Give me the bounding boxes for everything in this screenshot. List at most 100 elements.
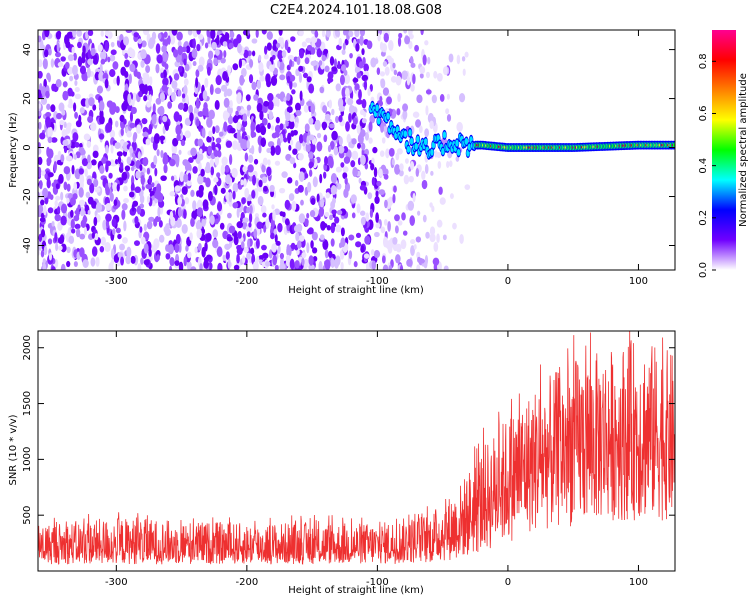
spectrogram-cell [45,90,50,99]
spectrogram-cell [87,154,91,163]
spectrogram-cell [62,90,69,101]
spectrogram-cell [86,178,92,186]
spectrogram-cell [68,98,73,107]
spectrogram-cell [167,35,171,45]
spectrogram-cell [177,206,182,218]
spectrogram-cell [298,171,305,182]
y-tick-label: 2000 [22,335,33,360]
spectrogram-cell [433,241,439,252]
spectrogram-cell [198,56,205,67]
spectrogram-cell [363,79,368,91]
spectrogram-cell [225,174,231,185]
spectrogram-cell [327,145,332,153]
spectrogram-cell [295,109,302,117]
spectrogram-cell [425,231,430,239]
spectrogram-cell [38,35,42,43]
spectrogram-cell [141,40,147,48]
spectrogram-cell [220,84,228,92]
spectrogram-cell [258,54,262,62]
spectrogram-cell [108,262,114,270]
spectrogram-cell [319,234,325,241]
spectrogram-cell [77,41,82,49]
spectrogram-cell [202,106,209,117]
spectrogram-cell [54,232,58,243]
spectrogram-cell [46,161,51,167]
spectrogram-cell [70,197,76,206]
spectrogram-cell [129,63,136,73]
spectrogram-cell [324,156,328,166]
spectrogram-cell [288,193,295,201]
spectrogram-cell [113,199,118,207]
spectrogram-cell [240,138,247,150]
spectrogram-cell [330,184,337,196]
spectrogram-cell [44,30,50,38]
spectrogram-cell [274,264,279,270]
spectrogram-cell [115,227,121,234]
spectrogram-cell [270,125,274,131]
spectrogram-cell [192,61,197,67]
spectrogram-cell [110,41,115,48]
spectrogram-cell [196,151,200,161]
spectrogram-cell [232,202,239,209]
spectrogram-cell [109,129,116,139]
spectrogram-cell [386,96,392,105]
spectrogram-cell [402,103,409,112]
spectrogram-y-axis-label: Frequency (Hz) [8,112,19,188]
spectrogram-cell [289,157,296,165]
spectrogram-cell [148,123,153,135]
spectrogram-cell [201,218,206,227]
spectrogram-cell [250,247,255,255]
spectrogram-cell [267,159,271,166]
spectrogram-cell [398,169,404,177]
spectrogram-cell [217,262,223,270]
spectrogram-cell [125,255,131,265]
spectrogram-cell [198,161,202,172]
spectrogram-cell [295,102,301,112]
spectrogram-cell [172,137,179,147]
spectrogram-cell [376,180,382,187]
spectrogram-cell [140,49,147,60]
spectrogram-cell [148,248,152,257]
spectrogram-cell [228,42,234,49]
spectrogram-cell [206,135,212,143]
spectrogram-cell [97,44,103,52]
spectrogram-cell [99,165,105,174]
spectrogram-cell [349,52,353,59]
spectrogram-cell [281,171,288,178]
spectrogram-cell [311,247,318,254]
spectrogram-cell [141,117,148,125]
spectrogram-cell [126,246,132,258]
spectrogram-cell [39,179,43,190]
spectrogram-cell [215,75,222,86]
spectrogram-cell [348,141,353,148]
spectrogram-cell [266,147,272,154]
spectrogram-cell [385,148,390,159]
spectrogram-cell [70,91,75,97]
spectrogram-cell [78,199,86,207]
spectrogram-cell [343,156,351,164]
spectrogram-cell [259,75,265,82]
spectrogram-cell [340,262,344,270]
spectrogram-cell [360,216,366,226]
spectrogram-cell [145,138,151,146]
spectrogram-cell [158,234,165,243]
spectrogram-cell [226,236,233,242]
spectrogram-cell [372,146,378,154]
spectrogram-cell [192,38,196,49]
spectrogram-cell [242,217,249,223]
y-tick-label: 20 [22,92,33,105]
spectrogram-cell [95,256,100,267]
spectrogram-cell [146,195,150,204]
spectrogram-cell [232,63,239,71]
spectrogram-cell [308,255,314,266]
spectrogram-cell [280,37,284,48]
spectrogram-cell [338,37,343,47]
spectrogram-cell [213,177,219,183]
spectrogram-cell [163,163,168,174]
spectrogram-cell [73,261,78,267]
spectrogram-cell [284,199,291,210]
spectrogram-cell [392,193,396,204]
spectrogram-cell [47,207,54,214]
spectrogram-cell [225,140,233,148]
spectrogram-cell [383,219,388,226]
